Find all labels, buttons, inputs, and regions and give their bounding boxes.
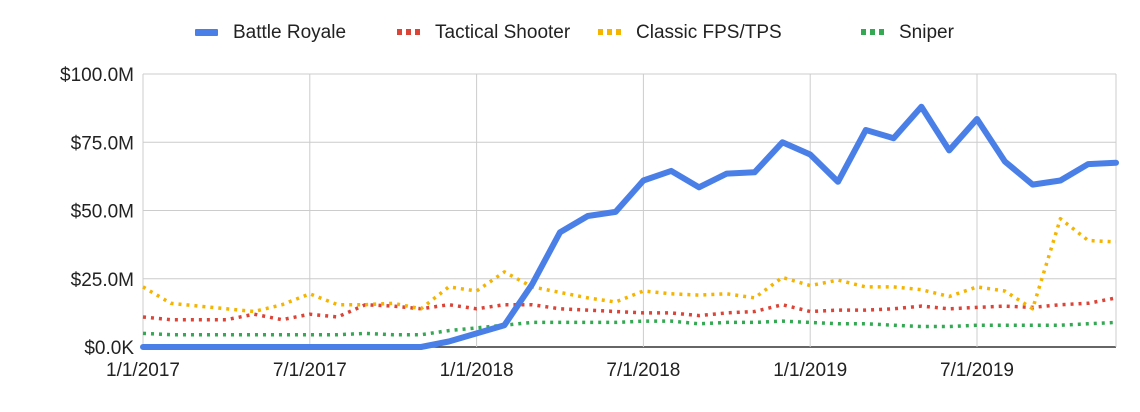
x-tick-label: 7/1/2018 — [606, 360, 680, 381]
legend-swatch — [870, 29, 875, 35]
legend-swatch — [879, 29, 884, 35]
legend-swatch — [598, 29, 603, 35]
series-line-classic-fps-tps — [142, 216, 1117, 314]
legend-swatch — [406, 29, 411, 35]
y-axis-ticks: $0.0K $25.0M $50.0M $75.0M $100.0M — [60, 65, 134, 359]
x-axis-ticks: 1/1/2017 7/1/2017 1/1/2018 7/1/2018 1/1/2019… — [106, 360, 1014, 381]
legend-label: Sniper — [899, 22, 955, 43]
y-tick-label: $75.0M — [71, 133, 134, 154]
legend-swatch — [195, 29, 218, 36]
legend-label: Classic FPS/TPS — [636, 22, 782, 43]
legend-swatch — [616, 29, 621, 35]
chart-legend: Battle Royale Tactical Shooter Classic FPS… — [195, 22, 955, 43]
legend-swatch — [607, 29, 612, 35]
legend-swatch — [397, 29, 402, 35]
chart-gridlines — [142, 73, 1117, 348]
y-tick-label: $0.0K — [84, 338, 134, 359]
series-line-battle-royale — [140, 103, 1119, 350]
y-tick-label: $25.0M — [71, 270, 134, 291]
x-tick-label: 1/1/2017 — [106, 360, 180, 381]
y-tick-label: $50.0M — [71, 202, 134, 223]
y-tick-label: $100.0M — [60, 65, 134, 86]
x-tick-label: 7/1/2017 — [273, 360, 347, 381]
chart-series — [140, 103, 1119, 350]
x-tick-label: 1/1/2018 — [440, 360, 514, 381]
x-tick-label: 7/1/2019 — [940, 360, 1014, 381]
x-tick-label: 1/1/2019 — [773, 360, 847, 381]
legend-swatch — [861, 29, 866, 35]
series-line-sniper — [142, 319, 1117, 337]
legend-swatch — [415, 29, 420, 35]
legend-label: Battle Royale — [233, 22, 346, 43]
legend-label: Tactical Shooter — [435, 22, 571, 43]
